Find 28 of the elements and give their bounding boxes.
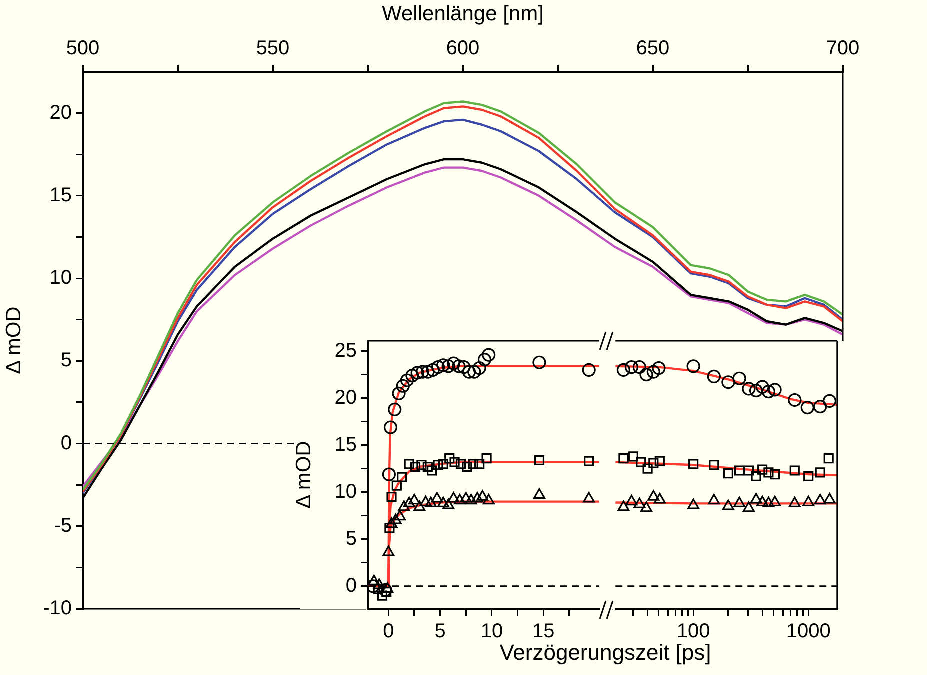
y-tick-label: 5 bbox=[346, 528, 357, 550]
x-axis-title: Wellenlänge [nm] bbox=[382, 2, 544, 26]
y-tick-label: 20 bbox=[334, 386, 357, 409]
x-tick-label: 550 bbox=[256, 38, 290, 60]
x-tick-label: 650 bbox=[636, 38, 670, 60]
x-tick-label: 10 bbox=[480, 620, 504, 643]
y-axis-title: Δ mOD bbox=[2, 306, 26, 374]
y-tick-label: 0 bbox=[346, 574, 357, 597]
y-tick-label: 15 bbox=[334, 434, 357, 456]
y-tick-label: 0 bbox=[60, 432, 72, 454]
x-axis-title: Verzögerungszeit [ps] bbox=[500, 640, 712, 665]
x-tick-label: 500 bbox=[66, 38, 100, 60]
y-tick-label: -10 bbox=[43, 598, 72, 620]
y-tick-label: 10 bbox=[50, 267, 72, 290]
x-tick-label: 5 bbox=[434, 620, 446, 643]
x-tick-label: 15 bbox=[532, 620, 555, 643]
y-tick-label: -5 bbox=[54, 514, 72, 537]
y-tick-label: 20 bbox=[50, 102, 72, 124]
x-tick-label: 700 bbox=[826, 38, 860, 60]
y-axis-title: Δ mOD bbox=[292, 441, 316, 509]
x-tick-label: 100 bbox=[676, 620, 710, 643]
x-tick-label: 600 bbox=[446, 38, 480, 60]
y-tick-label: 5 bbox=[60, 350, 72, 372]
y-tick-label: 25 bbox=[334, 340, 357, 362]
y-tick-label: 15 bbox=[50, 184, 72, 206]
x-tick-label: 0 bbox=[383, 620, 394, 643]
x-tick-label: 1000 bbox=[786, 620, 831, 643]
y-tick-label: 10 bbox=[334, 480, 357, 503]
